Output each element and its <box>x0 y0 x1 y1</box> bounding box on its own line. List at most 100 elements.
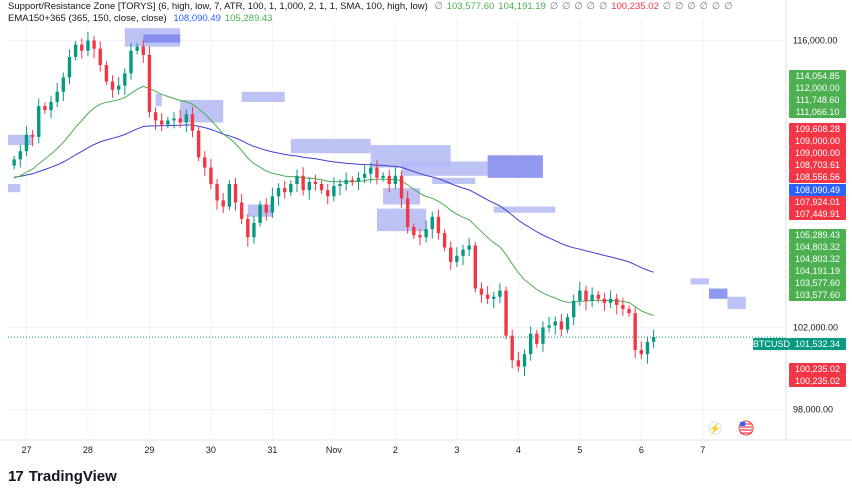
candle-body <box>55 91 59 102</box>
sr-zone <box>487 155 543 178</box>
candle-body <box>326 190 330 197</box>
price-tag: 111,748.60 <box>789 94 846 106</box>
x-tick-label: 7 <box>700 445 705 455</box>
candle-body <box>178 118 182 123</box>
candle-body <box>12 159 16 166</box>
candle-body <box>645 341 650 355</box>
legend-sr-values: ∅ 103,577.60 104,191.19 ∅ ∅ ∅ ∅ ∅ 100,235.02 ∅ ∅ ∅ ∅… <box>434 1 736 12</box>
candle-body <box>264 204 268 213</box>
price-tag: 109,000.00 <box>789 147 846 159</box>
candle-body <box>313 181 318 184</box>
price-tag: 108,556.56 <box>789 171 846 183</box>
candle-body <box>578 290 582 301</box>
sr-zone <box>727 296 746 310</box>
legend-value: 104,191.19 <box>498 1 546 12</box>
legend-value: ∅ <box>699 1 708 12</box>
candle-body <box>590 294 594 301</box>
sr-zone <box>690 278 709 285</box>
x-tick-label: 28 <box>83 445 93 455</box>
candle-body <box>160 120 164 125</box>
candle-body <box>86 40 90 51</box>
candle-body <box>153 112 158 121</box>
x-tick-label: 29 <box>144 445 154 455</box>
candle-body <box>602 298 607 303</box>
candle-body <box>615 298 619 305</box>
candle-body <box>43 106 47 111</box>
candle-body <box>393 175 398 184</box>
sr-zone <box>493 206 556 213</box>
candle-body <box>473 245 477 289</box>
candle-body <box>485 294 490 299</box>
price-tag: 105,289.43 <box>789 229 846 241</box>
price-tag: 103,577.60 <box>789 289 846 301</box>
legend-ema-values: 108,090.49 105,289.43 <box>173 13 276 24</box>
candle-body <box>547 325 551 328</box>
x-tick-label: 2 <box>393 445 398 455</box>
candle-body <box>147 54 152 113</box>
candle-body <box>405 198 410 228</box>
sr-zone <box>290 138 371 154</box>
price-tag: 112,000.00 <box>789 82 846 94</box>
candle-body <box>621 304 625 310</box>
legend-value: 100,235.02 <box>611 1 659 12</box>
candle-body <box>258 204 262 223</box>
candle-body <box>246 218 250 238</box>
candle-body <box>436 216 441 234</box>
price-tag: 107,449.91 <box>789 208 846 220</box>
candle-body <box>110 81 115 90</box>
candle-body <box>233 184 238 203</box>
legend-value: ∅ <box>711 1 721 12</box>
candle-body <box>504 290 508 336</box>
candle-body <box>528 333 533 355</box>
candle-body <box>461 249 465 256</box>
candle-body <box>633 313 637 351</box>
legend-value: ∅ <box>586 1 595 12</box>
candle-body <box>522 354 527 367</box>
candle-body <box>369 167 373 174</box>
legend-value: ∅ <box>687 1 696 12</box>
candle-body <box>510 335 514 361</box>
sr-zone <box>8 134 33 146</box>
candle-body <box>98 48 102 66</box>
price-tag: 103,577.60 <box>789 277 846 289</box>
candle-body <box>289 184 293 193</box>
price-tag: 104,191.19 <box>789 265 846 277</box>
price-tag: 109,608.28 <box>789 123 846 135</box>
candle-body <box>184 114 189 123</box>
legend-value: 105,289.43 <box>224 13 273 24</box>
candle-body <box>541 327 545 344</box>
candle-body <box>61 77 66 92</box>
candle-body <box>203 157 207 168</box>
y-tick-label: 102,000.00 <box>793 323 838 333</box>
price-tag: 100,235.02 <box>789 363 846 375</box>
candle-body <box>516 360 521 367</box>
candle-body <box>73 44 78 57</box>
sr-zone <box>155 93 162 107</box>
sr-zone <box>401 161 488 176</box>
legend-value: ∅ <box>562 1 571 12</box>
logo-text: TradingView <box>28 468 117 485</box>
candle-body <box>141 46 145 55</box>
legend-value: ∅ <box>724 1 733 12</box>
sr-zone <box>143 34 181 43</box>
legend-ema[interactable]: EMA150+365 (365, 150, close, close) 108,… <box>8 13 280 25</box>
candle-body <box>553 321 557 326</box>
event-icons: ⚡ <box>708 420 754 436</box>
tradingview-logo[interactable]: 17 TradingView <box>8 468 117 485</box>
sr-zone <box>376 208 427 232</box>
candle-body <box>196 130 201 158</box>
legend-sr-zone[interactable]: Support/Resistance Zone [TORYS] (6, high… <box>8 1 740 13</box>
price-tag: 108,703.61 <box>789 159 846 171</box>
candle-body <box>651 337 656 342</box>
price-tag: 100,235.02 <box>789 375 846 387</box>
candle-body <box>18 151 22 160</box>
candle-body <box>104 65 109 82</box>
candle-body <box>498 290 502 297</box>
candle-body <box>307 181 311 191</box>
candle-body <box>276 188 281 197</box>
candle-body <box>129 50 133 74</box>
candle-body <box>424 229 428 238</box>
